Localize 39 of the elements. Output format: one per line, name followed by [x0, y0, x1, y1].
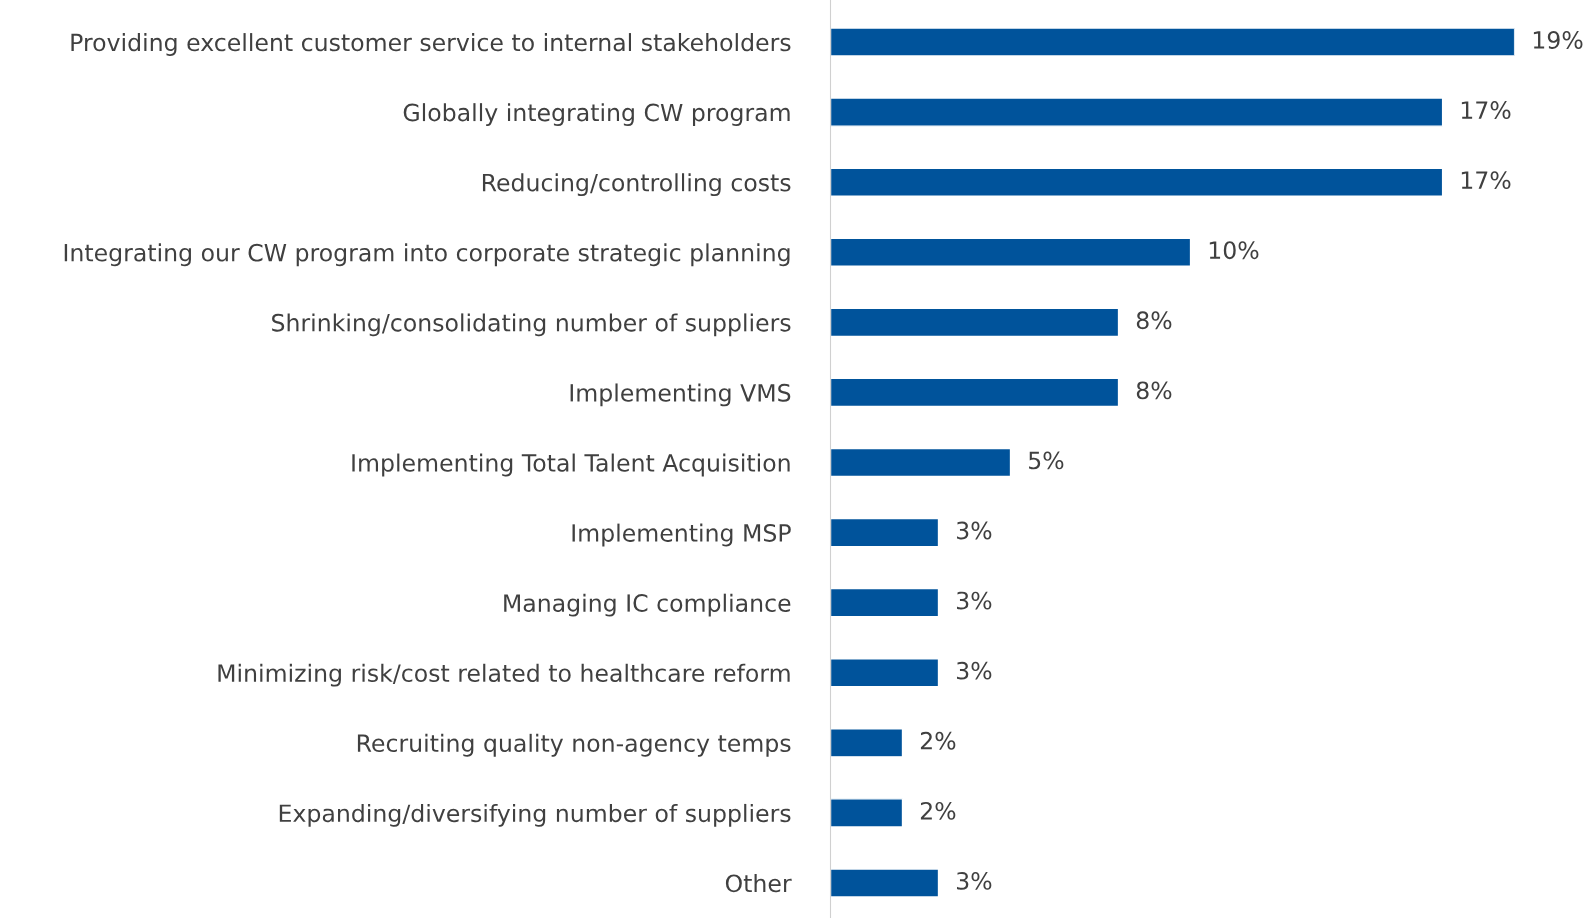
- y-tick-label: Recruiting quality non-agency temps: [357, 733, 791, 757]
- y-tick-label: Managing IC compliance: [504, 593, 791, 617]
- bar: [830, 307, 1120, 338]
- bar: [830, 728, 904, 758]
- data-label: 3%: [956, 871, 992, 890]
- bar: [830, 377, 1120, 408]
- data-label: 3%: [956, 521, 992, 540]
- bar: [830, 97, 1444, 127]
- bar: [830, 798, 904, 828]
- y-tick-label: Globally integrating CW program: [403, 103, 790, 126]
- bar: [830, 447, 1012, 478]
- data-label: 5%: [1029, 451, 1064, 470]
- bar: [830, 587, 940, 618]
- y-tick-label: Shrinking/consolidating number of suppliers: [272, 313, 791, 337]
- data-label: 17%: [1461, 101, 1511, 119]
- y-tick-label: Reducing/controlling costs: [482, 173, 791, 197]
- data-label: 17%: [1461, 171, 1511, 190]
- data-label: 8%: [1136, 381, 1172, 400]
- bar: [830, 868, 940, 898]
- bar: [830, 27, 1515, 57]
- bar: [830, 167, 1444, 197]
- bar: [830, 517, 940, 548]
- y-tick-label: Implementing VMS: [570, 383, 791, 407]
- data-label: 3%: [956, 591, 992, 610]
- bar: [830, 658, 940, 688]
- data-label: 8%: [1136, 311, 1172, 330]
- data-label: 10%: [1209, 241, 1259, 260]
- data-label: 3%: [956, 661, 992, 680]
- y-tick-label: Implementing MSP: [572, 523, 791, 547]
- y-tick-label: Minimizing risk/cost related to healthcare reform: [218, 663, 790, 687]
- data-label: 2%: [920, 731, 956, 750]
- y-tick-label: Expanding/diversifying number of suppliers: [279, 803, 791, 827]
- y-tick-label: Providing excellent customer service to internal stakeholders: [71, 33, 791, 56]
- bar: [830, 237, 1192, 267]
- y-tick-label: Integrating our CW program into corporate strategic planning: [64, 243, 790, 267]
- data-label: 19%: [1533, 31, 1583, 49]
- y-tick-label: Implementing Total Talent Acquisition: [352, 453, 790, 477]
- y-tick-label: Other: [725, 873, 792, 893]
- data-label: 2%: [920, 801, 956, 820]
